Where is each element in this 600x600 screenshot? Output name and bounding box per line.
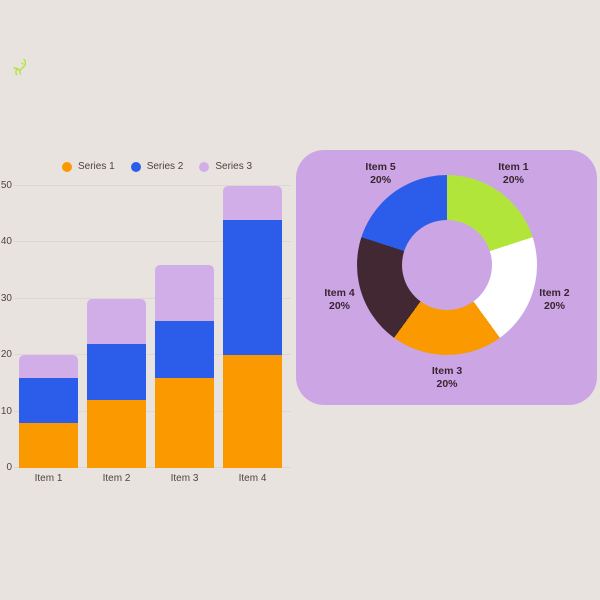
bar-segment-series-3 [19,355,78,378]
bar-item-1 [19,355,78,468]
pie-label-percent: 20% [502,173,524,186]
gridline-y-30 [14,297,291,299]
x-tick-label-item-3: Item 3 [170,473,199,484]
y-tick-label-40: 40 [0,236,12,248]
pie-label-percent: 20% [543,299,565,312]
bar-segment-series-2 [19,377,78,423]
gridline-y-40 [14,241,291,243]
bar-item-2 [87,298,146,468]
x-tick-label-item-2: Item 2 [102,473,131,484]
legend-item-series-1[interactable]: Series 1 [62,161,115,172]
bar-segment-series-1 [223,355,282,468]
pie-label-percent: 20% [329,299,351,312]
pie-label-percent: 20% [436,378,458,390]
y-tick-label-20: 20 [0,349,12,361]
bar-segment-series-1 [19,422,78,468]
bar-segment-series-2 [223,219,282,356]
y-tick-label-0: 0 [6,462,12,473]
pie-label-name: Item 2 [539,286,570,299]
bar-segment-series-3 [155,264,214,322]
bar-item-3 [155,264,214,468]
legend-item-series-2[interactable]: Series 2 [130,161,184,172]
donut-hole [402,220,492,310]
y-tick-label-10: 10 [0,405,12,417]
x-tick-label-item-1: Item 1 [34,473,63,484]
stacked-bar-chart [14,185,291,468]
pie-label-name: Item 3 [431,364,463,377]
bar-segment-series-1 [87,400,146,468]
pie-label-item-3: Item 3 20% [432,365,462,391]
gridline-y-10 [14,410,291,412]
pie-label-percent: 20% [370,173,392,186]
pie-label-item-1: Item 1 20% [498,160,528,186]
bar-segment-series-2 [155,321,214,378]
legend-label-series-2: Series 2 [146,161,184,172]
y-tick-label-30: 30 [0,292,12,304]
gridline-y-20 [14,354,291,356]
donut-chart [357,175,537,355]
legend-item-series-3[interactable]: Series 3 [199,161,252,172]
bar-item-4 [223,186,282,468]
rocket-doodle-icon [13,58,28,82]
donut-chart-panel: Item 1 20% Item 2 20% Item 3 20% Item 4 20% Item… [296,150,597,405]
bar-chart-legend: Series 1 Series 2 Series 3 [62,161,252,172]
bar-segment-series-3 [87,298,146,344]
gridline-y-50 [14,185,291,186]
legend-label-series-1: Series 1 [78,161,115,172]
series-1-dot-icon [62,161,72,172]
pie-label-item-4: Item 4 20% [324,287,354,313]
series-2-dot-icon [130,161,141,172]
bar-chart-y-axis: 0 10 20 30 40 50 [0,181,12,473]
pie-label-item-2: Item 2 20% [539,287,569,313]
series-3-dot-icon [199,161,210,172]
bar-segment-series-1 [155,377,214,468]
bar-segment-series-2 [87,343,146,401]
gridline-y-0 [14,467,291,468]
bar-chart-x-axis: Item 1 Item 2 Item 3 Item 4 [14,473,291,487]
legend-label-series-3: Series 3 [215,161,253,172]
pie-label-name: Item 1 [498,160,529,173]
y-tick-label-50: 50 [0,180,12,191]
x-tick-label-item-4: Item 4 [238,473,267,484]
pie-label-item-5: Item 5 20% [365,160,395,186]
pie-label-name: Item 5 [365,160,396,173]
bar-segment-series-3 [223,186,282,220]
pie-label-name: Item 4 [324,286,355,299]
